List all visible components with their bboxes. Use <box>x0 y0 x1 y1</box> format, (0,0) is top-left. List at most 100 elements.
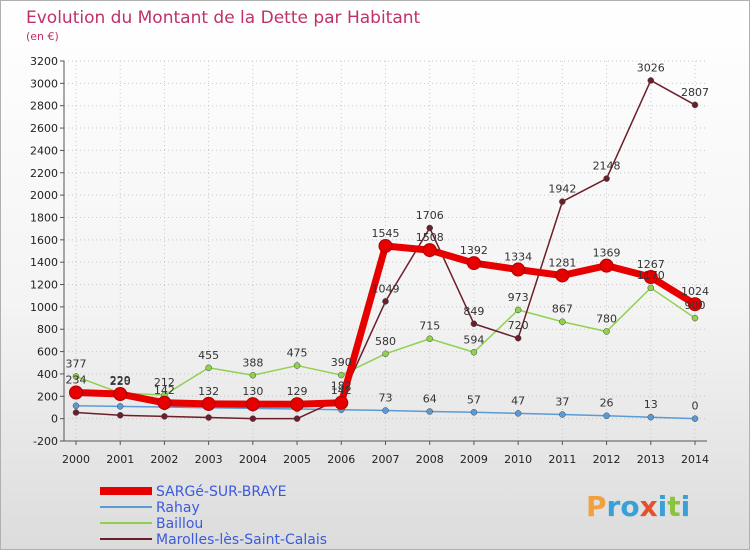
series-point <box>426 335 433 342</box>
data-label: 212 <box>154 376 175 389</box>
series-point <box>116 403 124 410</box>
legend-label: Baillou <box>156 516 203 532</box>
data-label: 47 <box>511 394 525 407</box>
data-label: 849 <box>463 305 484 318</box>
series-point <box>559 198 566 205</box>
y-tick-label: 1400 <box>30 256 58 269</box>
data-label: 1334 <box>504 251 532 264</box>
series-point <box>514 306 522 314</box>
y-tick-label: 800 <box>37 323 58 336</box>
data-label: 780 <box>596 312 617 325</box>
data-label: 720 <box>508 319 529 332</box>
series-point <box>426 408 433 415</box>
data-label: 182 <box>331 379 352 392</box>
data-label: 455 <box>198 349 219 362</box>
y-tick-label: 1800 <box>30 211 58 224</box>
data-label: 229 <box>110 374 131 387</box>
x-tick-label: 2014 <box>681 453 709 466</box>
data-label: 2807 <box>681 86 709 99</box>
data-label: 73 <box>379 391 393 404</box>
y-tick-label: 2400 <box>30 144 58 157</box>
series-point <box>647 284 655 292</box>
data-label: 2148 <box>593 160 621 173</box>
x-tick-label: 2012 <box>593 453 621 466</box>
series-point <box>422 243 437 258</box>
data-label: 130 <box>242 385 263 398</box>
series-point <box>599 258 614 273</box>
x-tick-label: 2006 <box>327 453 355 466</box>
y-tick-label: 2200 <box>30 167 58 180</box>
data-label: 37 <box>555 396 569 409</box>
series-point <box>555 268 570 283</box>
data-label: 1267 <box>637 258 665 271</box>
series-point <box>643 270 658 285</box>
data-label: 388 <box>242 356 263 369</box>
series-point <box>382 407 389 414</box>
legend-label: SARGé-SUR-BRAYE <box>156 484 286 500</box>
series-point <box>559 411 566 418</box>
data-label: 132 <box>198 385 219 398</box>
series-point <box>559 318 566 325</box>
data-label: 580 <box>375 335 396 348</box>
x-tick-label: 2003 <box>195 453 223 466</box>
logo-text: Proxiti <box>586 490 690 523</box>
series-point <box>603 412 610 419</box>
series-point <box>205 414 212 421</box>
axes: -200 0 200 400 600 800 1000 1200 1400 1600 1800 200… <box>30 55 709 466</box>
data-label: 867 <box>552 303 573 316</box>
data-label: 1049 <box>372 282 400 295</box>
data-label: 57 <box>467 393 481 406</box>
legend: SARGé-SUR-BRAYERahayBaillouMarolles-lès-… <box>100 484 327 548</box>
series-point <box>338 371 345 379</box>
data-label: 64 <box>423 392 437 405</box>
series-point <box>290 397 305 412</box>
x-tick-label: 2008 <box>416 453 444 466</box>
series-point <box>426 224 433 232</box>
data-label: 26 <box>600 397 614 410</box>
y-tick-label: 1200 <box>30 279 58 292</box>
series-point <box>72 409 80 416</box>
proxiti-logo: Proxiti <box>586 490 690 523</box>
data-label: 1706 <box>416 209 444 222</box>
y-tick-label: 2600 <box>30 122 58 135</box>
series-point <box>691 415 699 422</box>
y-tick-label: 200 <box>37 390 58 403</box>
series-point <box>157 395 172 410</box>
x-tick-label: 2007 <box>372 453 400 466</box>
data-label: 142 <box>331 384 352 397</box>
series-point <box>514 410 522 417</box>
data-label: 1545 <box>372 227 400 240</box>
data-label: 594 <box>463 333 484 346</box>
y-tick-label: 600 <box>37 346 58 359</box>
series-point <box>466 256 481 271</box>
data-label: 220 <box>110 375 131 388</box>
data-label: 377 <box>66 358 87 371</box>
series-point <box>470 320 478 328</box>
x-tick-label: 2004 <box>239 453 267 466</box>
series-point <box>113 387 128 402</box>
series-point <box>382 298 389 305</box>
y-tick-label: 2000 <box>30 189 58 202</box>
data-label: 475 <box>287 347 308 360</box>
series-point <box>514 334 522 342</box>
series-point <box>688 297 702 312</box>
y-tick-label: 3200 <box>30 55 58 68</box>
legend-label: Rahay <box>156 500 200 516</box>
y-tick-label: 0 <box>51 413 58 426</box>
data-label: 1942 <box>548 183 576 196</box>
data-label: 715 <box>419 320 440 333</box>
series-point <box>161 413 168 420</box>
series-point <box>72 373 80 380</box>
series-point <box>293 362 301 369</box>
series-point <box>470 409 478 416</box>
series-point <box>603 328 610 335</box>
series-point <box>647 77 655 84</box>
series-point <box>691 101 699 109</box>
x-tick-label: 2000 <box>62 453 90 466</box>
data-label: 1281 <box>548 256 576 269</box>
x-tick-label: 2011 <box>548 453 576 466</box>
series-point <box>603 175 610 182</box>
series-point <box>249 415 257 422</box>
y-tick-label: 1600 <box>30 234 58 247</box>
